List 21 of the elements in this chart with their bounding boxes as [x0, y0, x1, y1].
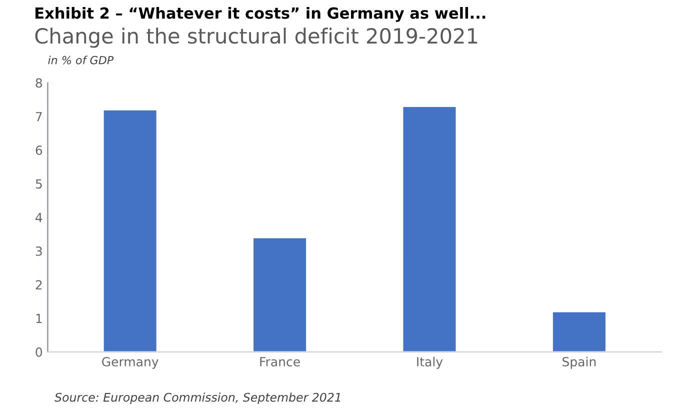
x-tick-label: France	[260, 357, 300, 366]
bar	[402, 106, 458, 352]
y-tick-label: 5	[36, 179, 42, 189]
bar	[252, 236, 308, 352]
y-tick-label: 8	[36, 78, 42, 88]
y-tick-label: 0	[36, 347, 42, 357]
y-tick-label: 4	[36, 212, 42, 222]
y-tick-label: 6	[36, 146, 42, 155]
y-tick-label: 1	[36, 314, 42, 324]
bar	[552, 310, 607, 352]
text: Exhibit 2 – “Whatever it costs” in Germany as well...	[36, 7, 486, 22]
x-tick-label: Italy	[417, 356, 443, 369]
chart-subtitle: in % of GDP	[48, 56, 114, 64]
source-note: Source: European Commission, September 2021	[54, 392, 340, 404]
y-tick-label: 3	[36, 246, 42, 256]
y-tick-label: 2	[36, 280, 42, 290]
bar	[102, 109, 158, 352]
x-tick-label: Germany	[102, 356, 158, 369]
chart-title: Change in the structural deficit 2019-2021	[35, 28, 478, 48]
y-tick-label: 7	[36, 112, 42, 122]
x-tick-label: Spain	[562, 356, 596, 369]
